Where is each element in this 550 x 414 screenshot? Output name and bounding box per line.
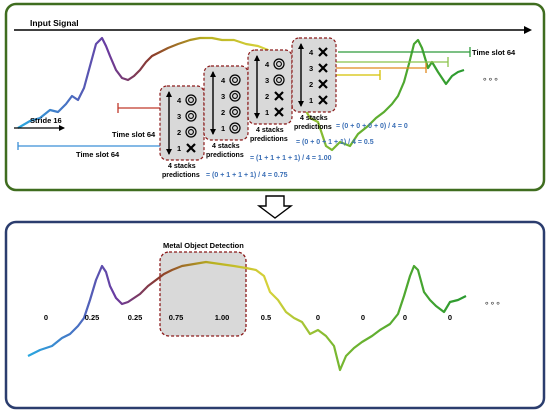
svg-text:4 stacks: 4 stacks — [212, 143, 240, 150]
double-circle-inner-icon — [188, 113, 194, 119]
svg-text:predictions: predictions — [206, 152, 244, 159]
double-circle-icon — [185, 94, 197, 106]
bottom-value-5: 1.00 — [215, 313, 230, 322]
equation-1: = (0 + 0 + 0 + 0) / 4 = 0 — [336, 123, 408, 130]
double-circle-icon — [185, 126, 197, 138]
bottom-value-10: 0 — [448, 313, 452, 322]
stack-1-mark-number-1: 1 — [177, 144, 181, 153]
cross-icon — [318, 79, 328, 89]
stack-marks-group: 4 3 2 1 4 3 2 1 4 3 2 1 4 3 2 1 — [166, 43, 328, 155]
stack-1-mark-number-3: 3 — [177, 112, 181, 121]
double-circle-icon — [229, 122, 241, 134]
double-circle-icon — [229, 106, 241, 118]
equation-2: = (0 + 0 + 1 + 1) / 4 = 0.5 — [296, 139, 374, 146]
equation-4: = (0 + 1 + 1 + 1) / 4 = 0.75 — [206, 172, 288, 179]
stack-2-mark-number-4: 4 — [221, 76, 226, 85]
equation-3: = (1 + 1 + 1 + 1) / 4 = 1.00 — [250, 155, 332, 162]
double-circle-inner-icon — [232, 125, 238, 131]
bottom-value-3: 0.25 — [128, 313, 143, 322]
stack-3-mark-number-2: 2 — [265, 92, 269, 101]
stack-box-3 — [247, 49, 293, 125]
stack-label-3: 4 stacks predictions — [250, 127, 288, 143]
svg-text:4 stacks: 4 stacks — [300, 115, 328, 122]
svg-text:4 stacks: 4 stacks — [256, 127, 284, 134]
time-slot-label-1: Time slot 64 — [76, 150, 120, 159]
down-arrow-icon — [256, 195, 294, 219]
double-circle-inner-icon — [232, 77, 238, 83]
top-ellipsis: ∘∘∘ — [482, 74, 499, 84]
double-circle-icon — [273, 58, 285, 70]
top-signal-line — [17, 36, 465, 152]
stack-4-mark-number-3: 3 — [309, 64, 313, 73]
double-circle-inner-icon — [188, 129, 194, 135]
stack-1-mark-number-4: 4 — [177, 96, 182, 105]
stack-box-1 — [159, 85, 205, 161]
bottom-value-4: 0.75 — [169, 313, 184, 322]
bottom-signal-line — [27, 260, 467, 372]
stack-2-mark-number-2: 2 — [221, 108, 225, 117]
svg-text:predictions: predictions — [250, 136, 288, 143]
stack-4-mark-number-4: 4 — [309, 48, 314, 57]
double-circle-inner-icon — [276, 61, 282, 67]
double-circle-inner-icon — [232, 109, 238, 115]
bottom-value-7: 0 — [316, 313, 320, 322]
metal-detection-label: Metal Object Detection — [163, 241, 244, 250]
cross-icon — [186, 143, 196, 153]
svg-text:4 stacks: 4 stacks — [168, 163, 196, 170]
double-circle-icon — [229, 74, 241, 86]
stack-3-mark-number-1: 1 — [265, 108, 269, 117]
stack-4-mark-number-2: 2 — [309, 80, 313, 89]
time-slot-label-3: Time slot 64 — [472, 48, 516, 57]
bottom-ellipsis: ∘∘∘ — [484, 298, 501, 308]
stack-label-4: 4 stacks predictions — [294, 115, 332, 131]
stack-3-mark-number-4: 4 — [265, 60, 270, 69]
stack-4-mark-number-1: 1 — [309, 96, 313, 105]
double-circle-icon — [229, 90, 241, 102]
stack-box-2 — [203, 65, 249, 141]
double-circle-inner-icon — [232, 93, 238, 99]
time-slot-label-2: Time slot 64 — [112, 130, 156, 139]
stack-1-mark-number-2: 2 — [177, 128, 181, 137]
cross-icon — [274, 107, 284, 117]
stride-label: Stride 16 — [30, 116, 62, 125]
double-circle-icon — [185, 110, 197, 122]
bottom-values-group: 0 0.25 0.25 0.75 1.00 0.5 0 0 0 0 — [44, 313, 452, 322]
double-circle-icon — [273, 74, 285, 86]
bottom-value-2: 0.25 — [85, 313, 100, 322]
bottom-value-1: 0 — [44, 313, 48, 322]
cross-icon — [318, 95, 328, 105]
stack-label-2: 4 stacks predictions — [206, 143, 244, 159]
cross-icon — [274, 91, 284, 101]
stack-label-1: 4 stacks predictions — [162, 163, 200, 179]
cross-icon — [318, 63, 328, 73]
bottom-value-8: 0 — [361, 313, 365, 322]
stack-3-mark-number-3: 3 — [265, 76, 269, 85]
double-circle-inner-icon — [188, 97, 194, 103]
stack-2-mark-number-1: 1 — [221, 124, 225, 133]
metal-detection-box — [159, 251, 247, 337]
svg-text:predictions: predictions — [162, 172, 200, 179]
stack-2-mark-number-3: 3 — [221, 92, 225, 101]
bottom-value-6: 0.5 — [261, 313, 271, 322]
stack-box-4 — [291, 37, 337, 113]
cross-icon — [318, 47, 328, 57]
bottom-value-9: 0 — [403, 313, 407, 322]
double-circle-inner-icon — [276, 77, 282, 83]
svg-text:predictions: predictions — [294, 124, 332, 131]
input-signal-label: Input Signal — [30, 18, 79, 28]
bottom-panel — [4, 220, 546, 410]
